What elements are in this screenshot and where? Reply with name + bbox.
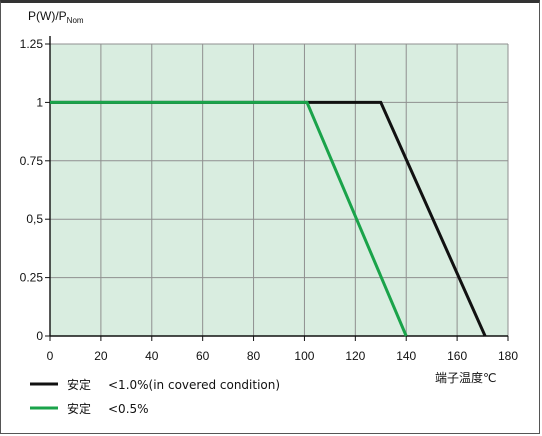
y-axis-label: P(W)/PNom [28,9,84,25]
x-axis-label: 端子温度℃ [435,370,496,385]
y-tick-label: 0 [36,329,43,343]
x-tick-label: 80 [247,349,261,363]
legend-note-2: <0.5% [108,402,149,416]
y-tick-label: 0.25 [20,271,44,285]
y-tick-label: 0.75 [20,154,44,168]
x-tick-label: 0 [47,349,54,363]
x-tick-label: 140 [396,349,416,363]
x-tick-label: 120 [345,349,365,363]
legend-note-1: <1.0%(in covered condition) [108,378,280,392]
x-tick-label: 100 [294,349,314,363]
y-tick-label: 1.25 [20,37,44,51]
x-tick-label: 180 [498,349,518,363]
series-line-2 [50,100,408,337]
x-tick-label: 160 [447,349,467,363]
y-tick-label: 0,5 [26,212,43,226]
plot-area [50,44,508,336]
y-tick-label: 1 [36,95,43,109]
x-tick-label: 20 [94,349,108,363]
x-tick-label: 60 [196,349,210,363]
x-tick-label: 40 [145,349,159,363]
legend-name-2: 安定 [67,401,91,416]
legend-name-1: 安定 [67,377,91,392]
